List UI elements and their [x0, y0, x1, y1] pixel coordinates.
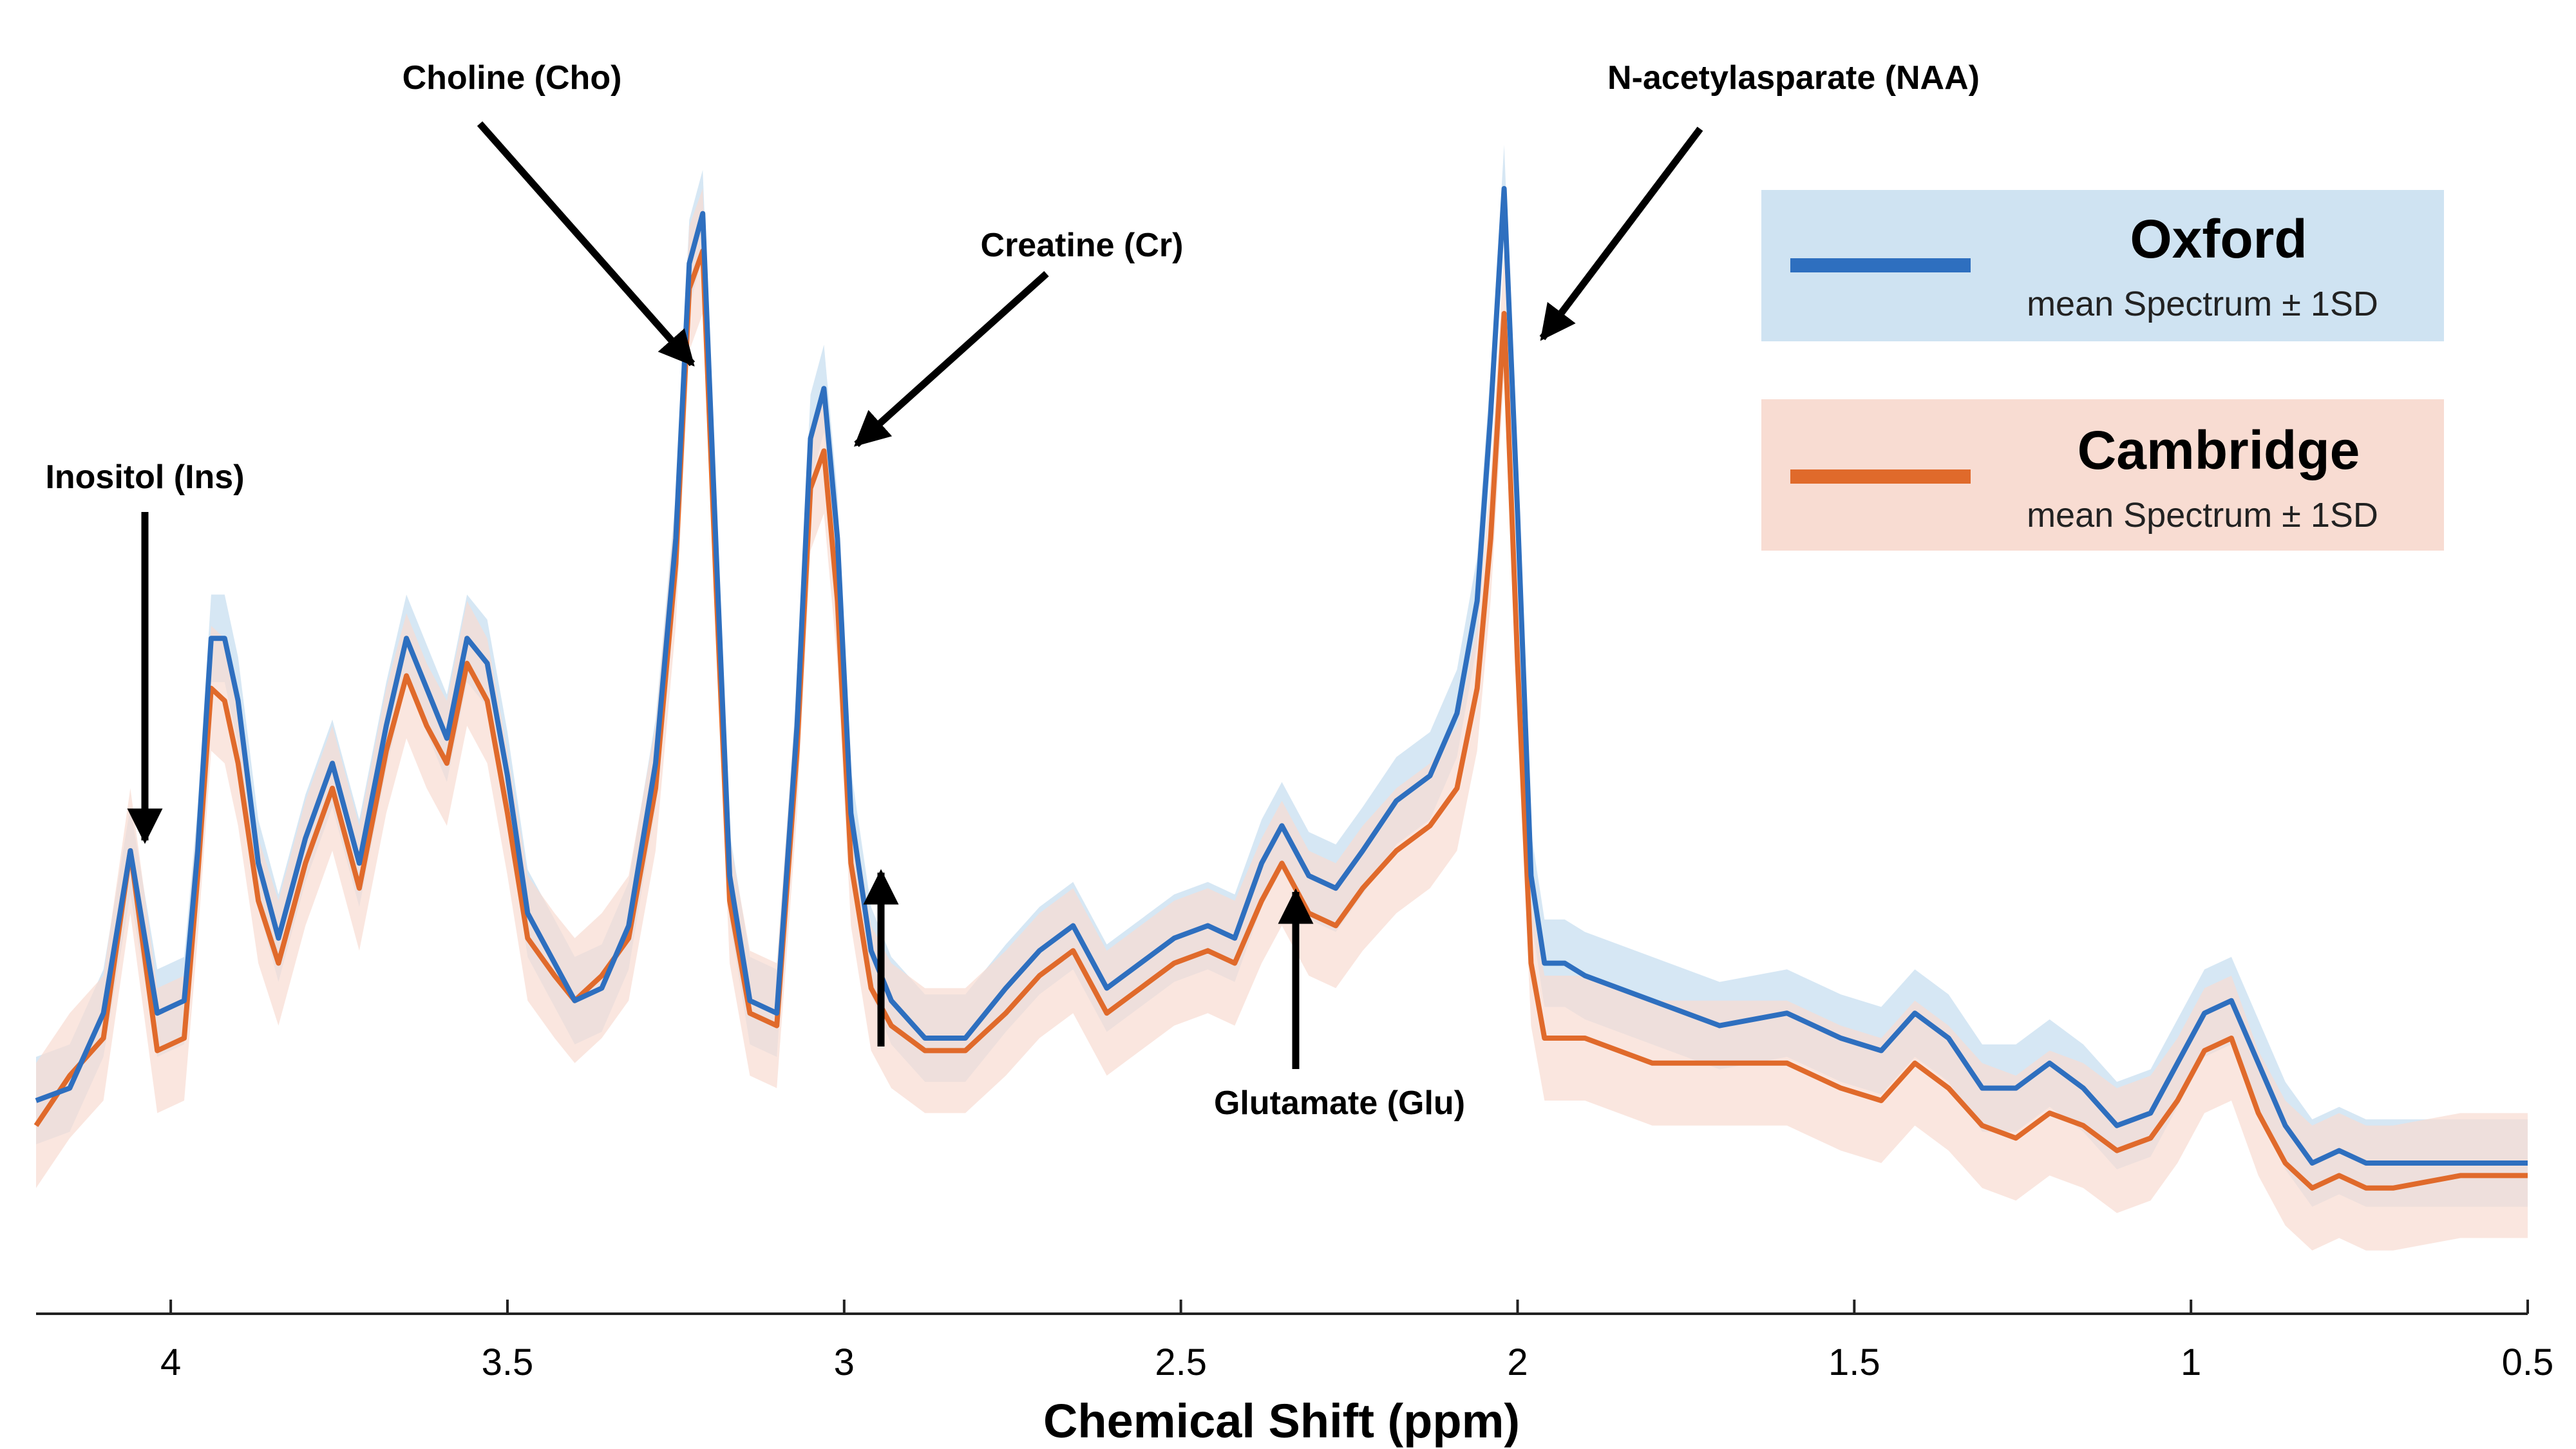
annotation-choline-label: Choline (Cho) — [402, 59, 622, 97]
sd-band-cambridge — [36, 188, 2528, 1251]
legend-entry-oxford: Oxford mean Spectrum ± 1SD — [1761, 190, 2444, 341]
x-tick-label: 3 — [834, 1341, 855, 1383]
legend-entry-cambridge: Cambridge mean Spectrum ± 1SD — [1761, 399, 2444, 551]
x-axis: 4 3.5 3 2.5 2 1.5 1 0.5 Chemical Shift (ppm) — [36, 1300, 2553, 1448]
x-tick-label: 1.5 — [1828, 1341, 1880, 1383]
x-tick-label: 2 — [1507, 1341, 1528, 1383]
annotation-creatine-arrow — [853, 270, 1049, 448]
legend-cambridge-subtitle: mean Spectrum ± 1SD — [2027, 496, 2378, 535]
x-tick-label: 2.5 — [1155, 1341, 1207, 1383]
annotation-inositol-label: Inositol (Ins) — [45, 459, 244, 496]
x-tick-label: 0.5 — [2502, 1341, 2554, 1383]
legend-oxford-name: Oxford — [2130, 209, 2307, 269]
annotation-inositol: Inositol (Ins) — [45, 459, 245, 844]
annotation-naa-arrow — [1539, 126, 1703, 341]
mean-line-cambridge — [33, 248, 2528, 1191]
x-tick-label: 1 — [2181, 1341, 2201, 1383]
x-tick-label: 3.5 — [482, 1341, 534, 1383]
annotation-creatine-label: Creatine (Cr) — [981, 227, 1184, 264]
annotation-creatine: Creatine (Cr) — [853, 227, 1184, 448]
legend: Oxford mean Spectrum ± 1SD Cambridge mea… — [1761, 190, 2444, 551]
sd-bands — [36, 144, 2528, 1251]
mean-lines — [33, 185, 2528, 1191]
legend-oxford-subtitle: mean Spectrum ± 1SD — [2027, 285, 2378, 323]
mean-line-oxford — [35, 185, 2528, 1166]
annotation-glutamate-label: Glutamate (Glu) — [1214, 1084, 1465, 1122]
x-axis-title: Chemical Shift (ppm) — [1043, 1394, 1520, 1448]
annotation-choline-arrow — [477, 121, 696, 367]
annotation-choline: Choline (Cho) — [402, 59, 696, 367]
annotation-naa: N-acetylasparate (NAA) — [1539, 59, 1980, 341]
annotations: Choline (Cho) Creatine (Cr) N-acetylaspa… — [45, 59, 1980, 1122]
x-ticks: 4 3.5 3 2.5 2 1.5 1 0.5 — [160, 1300, 2553, 1383]
legend-cambridge-name: Cambridge — [2078, 420, 2360, 480]
annotation-glutamate: Glutamate (Glu) — [1214, 888, 1465, 1122]
x-tick-label: 4 — [160, 1341, 181, 1383]
annotation-naa-label: N-acetylasparate (NAA) — [1607, 59, 1980, 97]
